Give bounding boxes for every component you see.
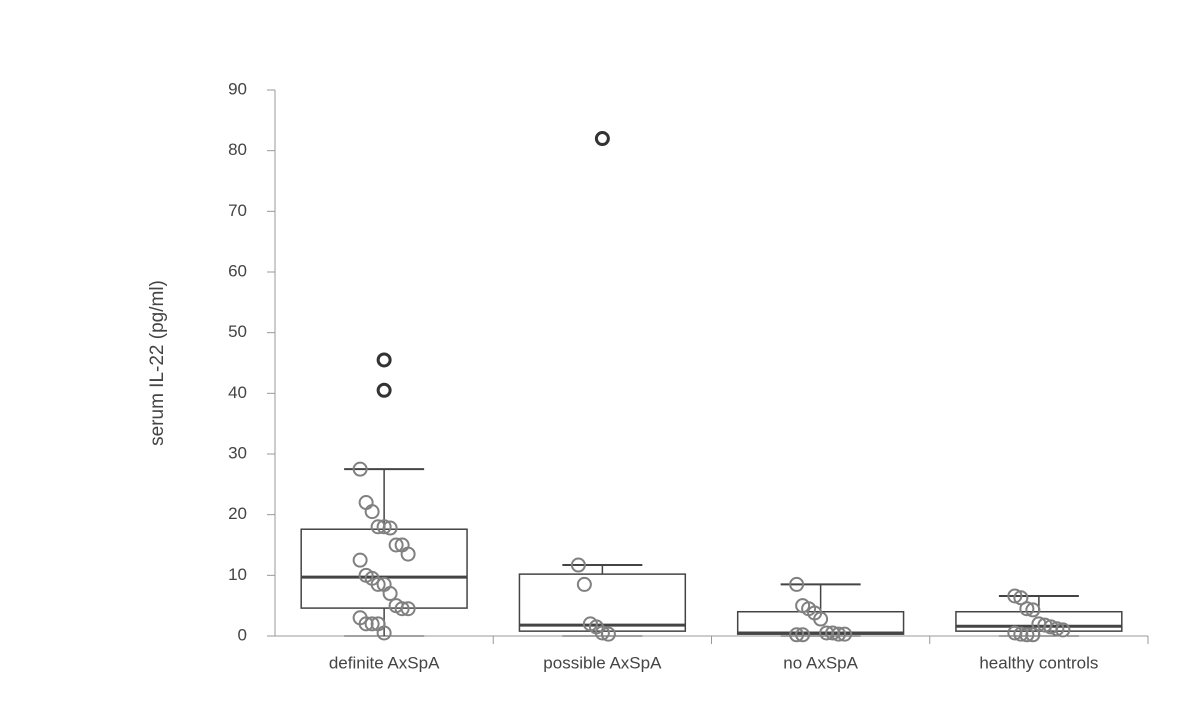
data-point	[594, 625, 610, 641]
data-point	[576, 576, 592, 592]
y-tick-label: 30	[228, 443, 247, 462]
y-tick-label: 80	[228, 140, 247, 159]
x-tick-label: no AxSpA	[783, 653, 858, 672]
y-tick-label: 0	[238, 625, 247, 644]
data-point	[600, 626, 616, 642]
data-point	[1019, 601, 1035, 617]
data-point	[400, 546, 416, 562]
y-tick-label: 60	[228, 261, 247, 280]
y-tick-label: 40	[228, 383, 247, 402]
data-point	[1007, 588, 1023, 604]
data-point	[570, 557, 586, 573]
data-point	[376, 625, 392, 641]
data-point	[831, 626, 847, 642]
data-point	[370, 576, 386, 592]
x-tick-label: possible AxSpA	[543, 653, 662, 672]
data-point	[352, 552, 368, 568]
data-point	[382, 520, 398, 536]
y-tick-label: 90	[228, 79, 247, 98]
data-point	[789, 627, 805, 643]
data-point	[1019, 627, 1035, 643]
x-tick-label: healthy controls	[979, 653, 1098, 672]
data-point	[400, 601, 416, 617]
data-point	[364, 616, 380, 632]
x-tick-label: definite AxSpA	[329, 653, 440, 672]
data-point	[1049, 621, 1065, 637]
y-tick-label: 20	[228, 504, 247, 523]
data-point	[388, 537, 404, 553]
y-axis-label: serum IL-22 (pg/ml)	[147, 280, 168, 446]
data-point	[789, 576, 805, 592]
data-point	[1025, 627, 1041, 643]
data-point	[1025, 602, 1041, 618]
outlier	[376, 382, 392, 398]
y-tick-label: 10	[228, 565, 247, 584]
data-point	[358, 495, 374, 511]
data-point	[376, 519, 392, 535]
data-point	[352, 461, 368, 477]
y-tick-label: 70	[228, 201, 247, 220]
data-point	[382, 586, 398, 602]
outlier	[376, 352, 392, 368]
data-point	[837, 626, 853, 642]
data-point	[394, 601, 410, 617]
y-tick-label: 50	[228, 322, 247, 341]
data-point	[364, 504, 380, 520]
data-point	[795, 627, 811, 643]
data-point	[1055, 622, 1071, 638]
data-point	[813, 611, 829, 627]
outlier	[594, 131, 610, 147]
